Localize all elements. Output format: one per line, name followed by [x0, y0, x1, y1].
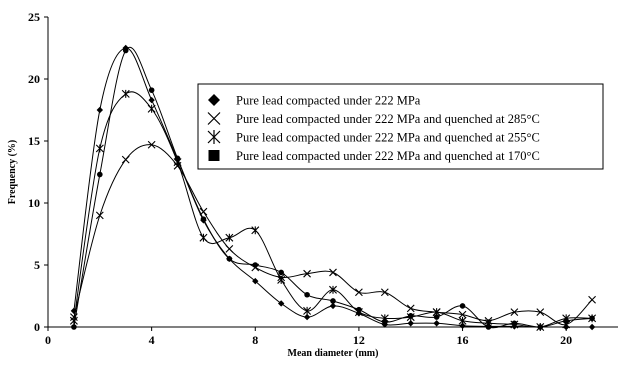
data-point — [97, 171, 103, 178]
data-point — [148, 96, 155, 104]
data-point — [69, 316, 78, 325]
data-point — [225, 244, 234, 253]
data-point — [95, 211, 104, 220]
legend-box — [197, 83, 604, 170]
legend-item: Pure lead compacted under 222 MPa — [208, 94, 421, 108]
x-tick-label: 8 — [252, 333, 258, 347]
data-point — [330, 298, 336, 304]
data-point — [380, 288, 389, 297]
data-point — [329, 285, 337, 294]
y-tick-label: 10 — [28, 196, 40, 210]
data-point — [303, 313, 311, 321]
data-point — [121, 155, 130, 164]
legend-item: Pure lead compacted under 222 MPa and qu… — [208, 149, 540, 163]
data-point — [303, 269, 311, 278]
data-point — [277, 275, 286, 284]
data-point — [536, 308, 545, 317]
legend-label: Pure lead compacted under 222 MPa and qu… — [236, 112, 540, 126]
x-tick-label: 12 — [353, 333, 365, 347]
axes: 0 4 8 12 16 20 0 5 10 15 20 25 — [28, 10, 618, 347]
data-point — [355, 288, 363, 297]
legend-item: Pure lead compacted under 222 MPa and qu… — [207, 130, 540, 145]
data-point — [199, 233, 208, 242]
data-point — [563, 318, 569, 324]
y-tick-label: 5 — [34, 258, 40, 272]
series-line — [73, 47, 593, 329]
data-point — [95, 144, 104, 153]
data-point — [589, 315, 595, 322]
data-point — [200, 216, 207, 222]
legend-label: Pure lead compacted under 222 MPa and qu… — [236, 149, 540, 163]
x-tick-label: 16 — [457, 333, 469, 347]
data-point — [225, 233, 234, 242]
x-tick-label: 0 — [45, 333, 51, 347]
data-point — [458, 316, 467, 325]
legend-marker — [208, 150, 220, 161]
data-point — [251, 226, 260, 235]
legend: Pure lead compacted under 222 MPa Pure le… — [197, 83, 604, 170]
data-point — [303, 306, 312, 315]
data-point — [329, 302, 337, 310]
data-point — [226, 255, 233, 262]
data-point — [122, 47, 129, 54]
data-point — [511, 320, 518, 327]
data-point — [406, 304, 415, 313]
data-point — [407, 320, 414, 327]
data-point — [485, 324, 492, 330]
data-point — [148, 87, 155, 93]
data-point — [71, 324, 77, 330]
series-4 — [71, 47, 595, 330]
data-point — [277, 300, 285, 307]
data-point — [356, 306, 362, 313]
data-point — [96, 106, 104, 114]
legend-marker — [207, 112, 221, 125]
legend-label: Pure lead compacted under 222 MPa — [236, 94, 421, 108]
data-point — [433, 320, 440, 327]
y-tick-label: 25 — [28, 10, 40, 24]
data-point — [382, 319, 388, 325]
legend-marker — [208, 94, 220, 106]
data-point — [147, 140, 156, 149]
y-tick-label: 0 — [34, 320, 40, 334]
data-point — [458, 310, 467, 319]
data-point — [588, 323, 596, 331]
legend-label: Pure lead compacted under 222 MPa and qu… — [236, 131, 540, 145]
data-point — [433, 314, 440, 320]
data-point — [510, 308, 519, 317]
series-group — [69, 44, 597, 331]
x-ticks: 0 4 8 12 16 20 — [45, 327, 572, 347]
data-point — [537, 324, 544, 330]
y-tick-label: 20 — [28, 72, 40, 86]
x-axis-title: Mean diameter (mm) — [288, 348, 379, 359]
y-ticks: 0 5 10 15 20 25 — [28, 10, 48, 334]
x-tick-label: 20 — [560, 333, 572, 347]
x-tick-label: 4 — [149, 333, 155, 347]
data-point — [174, 155, 181, 162]
data-point — [147, 104, 156, 113]
legend-item: Pure lead compacted under 222 MPa and qu… — [207, 112, 540, 126]
data-point — [304, 291, 310, 298]
data-point — [252, 262, 259, 268]
y-axis-title: Frequency (%) — [7, 140, 18, 205]
data-point — [459, 322, 466, 329]
y-tick-label: 15 — [28, 134, 40, 148]
data-point — [459, 303, 466, 309]
data-point — [407, 313, 414, 319]
series-line — [73, 144, 593, 326]
data-point — [121, 89, 130, 98]
data-point — [329, 268, 337, 277]
data-point — [278, 269, 284, 276]
data-point — [588, 295, 596, 304]
data-point — [252, 277, 259, 285]
data-point — [562, 323, 570, 331]
legend-marker — [207, 130, 221, 144]
